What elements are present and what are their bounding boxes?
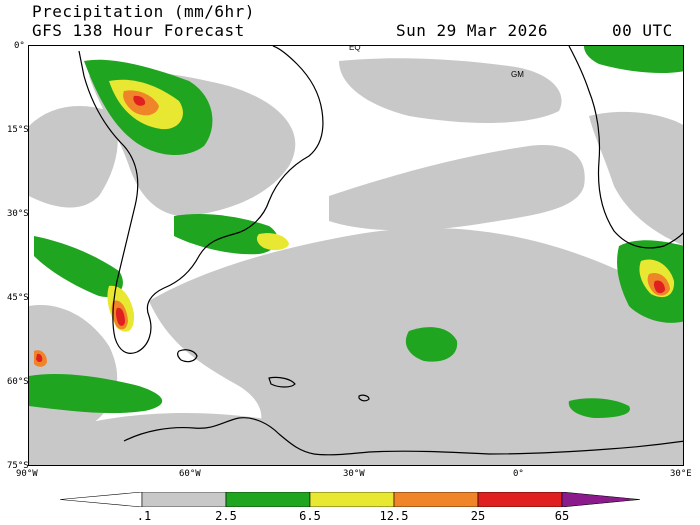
coast-falklands [177,349,198,363]
map-svg: EQ GM [29,46,683,465]
colorbar-segment-0 [60,492,143,507]
precip-light-band-central [329,145,585,231]
colorbar-label-3: 12.5 [379,509,409,523]
lon-tick-60w: 60°W [179,469,201,479]
colorbar-label-2: 6.5 [299,509,321,523]
precip-red-pacific [36,353,43,363]
coast-south-orkney [358,394,370,402]
lon-tick-90w: 90°W [16,469,38,479]
map-title: Precipitation (mm/6hr) [32,2,255,21]
precip-green-s-pacific [34,236,123,297]
equator-marker: EQ [349,46,361,52]
coast-africa [568,46,683,249]
precip-light-layer [29,58,683,465]
coastlines [78,46,683,456]
colorbar-segment-4 [393,492,479,507]
lat-tick-30s: 30°S [7,209,29,219]
precip-red-amazon [133,95,146,106]
precipitation-map: EQ GM [28,45,684,466]
precip-green-southern-ocean [29,374,163,414]
colorbar-label-5: 65 [554,509,570,523]
forecast-label: GFS 138 Hour Forecast [32,21,245,40]
precip-light-africa-west [589,111,683,246]
colorbar-segment-6 [561,492,640,507]
lat-tick-45s: 45°S [7,293,29,303]
colorbar-label-4: 25 [470,509,486,523]
coast-antarctica [123,417,683,456]
lat-tick-75s: 75°S [7,461,29,471]
precip-light-north-atlantic [339,58,562,123]
precip-extreme-layer [36,95,665,363]
lat-tick-15s: 15°S [7,125,29,135]
forecast-time: 00 UTC [612,21,673,40]
lon-tick-30w: 30°W [343,469,365,479]
precip-green-se-atlantic [568,398,630,418]
lat-tick-0: 0° [14,41,25,51]
precip-red-chile [115,307,125,326]
lat-tick-60s: 60°S [7,377,29,387]
colorbar-segment-5 [477,492,563,507]
precip-green-se-brazil [174,214,278,255]
colorbar-segment-3 [309,492,395,507]
precip-green-africa-north [584,46,683,74]
precip-light-antarctic [29,412,329,465]
lon-tick-0: 0° [513,469,524,479]
colorbar-label-1: 2.5 [215,509,237,523]
precip-light-nw-pacific [29,106,118,208]
precip-red-east-front [653,280,665,294]
greenwich-marker: GM [511,70,524,79]
precip-yellow-se-brazil [256,233,289,251]
precip-green-s-atlantic-patch [405,327,458,362]
lon-tick-30e: 30°E [670,469,692,479]
colorbar-label-0: .1 [136,509,152,523]
colorbar-segment-2 [225,492,311,507]
forecast-date: Sun 29 Mar 2026 [396,21,548,40]
coast-south-georgia [268,376,296,388]
coast-south-america [78,46,324,354]
precip-colorbar [60,492,640,507]
colorbar-segment-1 [141,492,227,507]
